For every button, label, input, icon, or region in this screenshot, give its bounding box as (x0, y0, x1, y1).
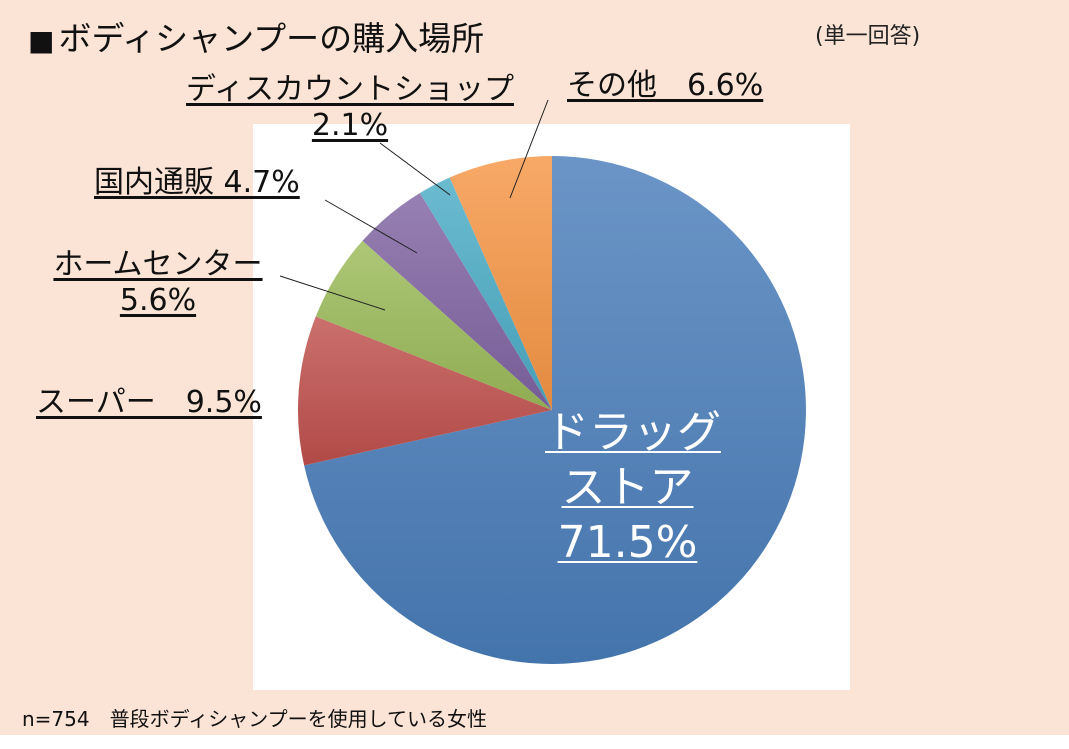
leader-line (324, 199, 418, 254)
pie-slice-drugstore (304, 156, 806, 664)
slice-label-line: その他 6.6% (567, 68, 764, 103)
pie-slice-other (449, 156, 552, 410)
slice-label-home-center: ホームセンター 5.6% (40, 247, 276, 319)
slice-label-line: 国内通販 4.7% (94, 165, 300, 200)
chart-title-text: ボディシャンプーの購入場所 (58, 19, 485, 58)
slice-label-line: 5.6% (119, 283, 197, 318)
chart-title: ■ ボディシャンプーの購入場所 (28, 12, 484, 60)
slice-label-line: スーパー 9.5% (36, 385, 262, 420)
pie-slice-home-center (315, 240, 552, 410)
pie-slice-discount-shop (420, 177, 552, 410)
slice-label-line: ストア (561, 462, 694, 513)
slice-label-drugstore: ドラッグ ストア 71.5% (545, 405, 721, 570)
slice-label-line: ホームセンター (53, 247, 263, 282)
leader-line (279, 275, 386, 311)
leader-line (509, 99, 549, 199)
title-marker-icon: ■ (28, 24, 55, 57)
slice-label-supermarket: スーパー 9.5% (36, 385, 262, 421)
slice-label-line: ディスカウントショップ (186, 72, 514, 107)
slice-label-domestic-mail-order: 国内通販 4.7% (94, 165, 300, 201)
pie-slice-supermarket (297, 316, 552, 466)
footnote: n=754 普段ボディシャンプーを使用している女性 (22, 707, 488, 731)
slice-label-line: 2.1% (311, 108, 389, 143)
slice-label-other: その他 6.6% (567, 68, 763, 104)
slice-label-line: ドラッグ (545, 407, 721, 458)
leader-line (379, 142, 451, 196)
answer-type-note: (単一回答) (815, 24, 921, 49)
slice-label-line: 71.5% (557, 517, 698, 568)
pie-slice-domestic-mail-order (362, 193, 552, 410)
slice-label-discount-shop: ディスカウントショップ 2.1% (166, 72, 534, 144)
